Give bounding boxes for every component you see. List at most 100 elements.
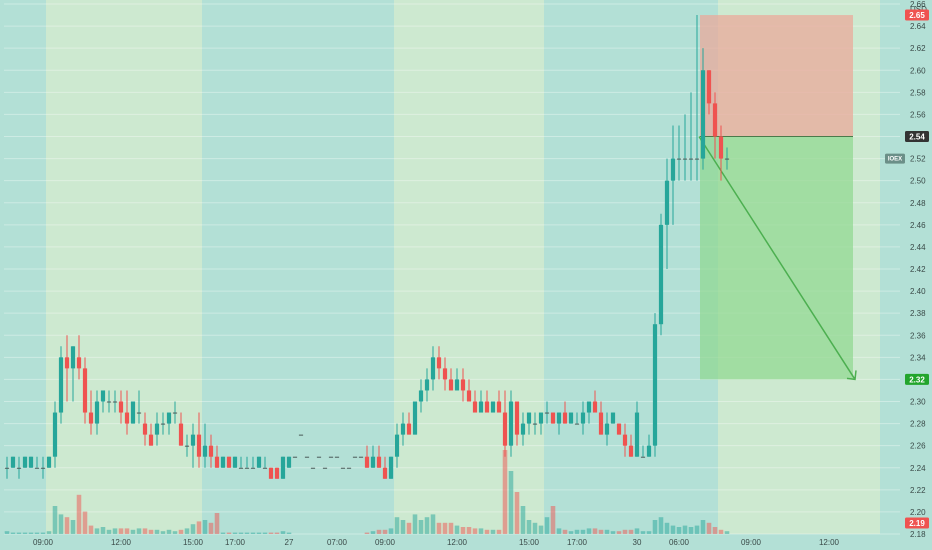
candle[interactable] bbox=[508, 390, 514, 457]
candle[interactable] bbox=[664, 158, 670, 269]
candle[interactable] bbox=[706, 70, 712, 115]
candle[interactable] bbox=[670, 125, 676, 225]
candle[interactable] bbox=[658, 213, 664, 336]
candle[interactable] bbox=[712, 92, 718, 159]
candle[interactable] bbox=[526, 412, 532, 435]
candle[interactable] bbox=[76, 335, 82, 380]
candle[interactable] bbox=[478, 390, 484, 413]
candle[interactable] bbox=[544, 401, 550, 424]
candle[interactable] bbox=[34, 456, 40, 469]
candle[interactable] bbox=[280, 456, 286, 479]
price-candles[interactable] bbox=[4, 15, 730, 479]
candle[interactable] bbox=[448, 368, 454, 391]
candle[interactable] bbox=[616, 423, 622, 435]
candle[interactable] bbox=[94, 390, 100, 435]
candle[interactable] bbox=[466, 379, 472, 402]
candle[interactable] bbox=[634, 401, 640, 457]
candle[interactable] bbox=[418, 379, 424, 413]
candle[interactable] bbox=[22, 456, 28, 468]
candle[interactable] bbox=[268, 467, 274, 479]
time-axis[interactable]: 09:00 12:00 15:00 17:00 27 07:00 09:00 12:00 15:… bbox=[33, 538, 840, 547]
candle[interactable] bbox=[562, 401, 568, 424]
candle[interactable] bbox=[688, 92, 694, 181]
candle[interactable] bbox=[340, 467, 346, 469]
candle[interactable] bbox=[724, 147, 730, 170]
candle[interactable] bbox=[310, 467, 316, 469]
candle[interactable] bbox=[148, 423, 154, 446]
candle[interactable] bbox=[592, 390, 598, 413]
candle[interactable] bbox=[676, 125, 682, 181]
candle[interactable] bbox=[52, 401, 58, 468]
candle[interactable] bbox=[40, 456, 46, 479]
candle[interactable] bbox=[292, 456, 298, 458]
candle[interactable] bbox=[682, 114, 688, 181]
candle[interactable] bbox=[502, 390, 508, 457]
candle[interactable] bbox=[442, 357, 448, 391]
candle[interactable] bbox=[472, 390, 478, 413]
candle[interactable] bbox=[304, 456, 310, 458]
candle[interactable] bbox=[208, 434, 214, 468]
candle[interactable] bbox=[352, 456, 358, 458]
candle[interactable] bbox=[226, 456, 232, 468]
candle[interactable] bbox=[262, 456, 268, 469]
candle[interactable] bbox=[496, 390, 502, 413]
candle[interactable] bbox=[64, 335, 70, 402]
candle[interactable] bbox=[358, 456, 364, 458]
candle[interactable] bbox=[436, 346, 442, 380]
candle[interactable] bbox=[4, 456, 10, 479]
candle[interactable] bbox=[160, 412, 166, 435]
risk-zone[interactable] bbox=[700, 15, 853, 137]
candle[interactable] bbox=[580, 401, 586, 435]
candle[interactable] bbox=[244, 456, 250, 469]
candle[interactable] bbox=[604, 412, 610, 446]
candle[interactable] bbox=[400, 412, 406, 446]
candle[interactable] bbox=[250, 456, 256, 469]
candle[interactable] bbox=[586, 401, 592, 424]
candle[interactable] bbox=[382, 456, 388, 479]
candle[interactable] bbox=[694, 15, 700, 181]
candle[interactable] bbox=[136, 390, 142, 424]
candle[interactable] bbox=[316, 456, 322, 458]
candle[interactable] bbox=[28, 456, 34, 468]
candle[interactable] bbox=[88, 390, 94, 435]
candle[interactable] bbox=[610, 412, 616, 424]
candle[interactable] bbox=[514, 401, 520, 446]
candle[interactable] bbox=[202, 423, 208, 468]
candle[interactable] bbox=[622, 423, 628, 457]
candle[interactable] bbox=[58, 346, 64, 424]
candle[interactable] bbox=[574, 412, 580, 425]
candle[interactable] bbox=[640, 445, 646, 458]
candle[interactable] bbox=[196, 412, 202, 468]
candle[interactable] bbox=[130, 401, 136, 424]
candle[interactable] bbox=[220, 456, 226, 468]
candle[interactable] bbox=[460, 368, 466, 402]
candle[interactable] bbox=[286, 456, 292, 468]
candle[interactable] bbox=[178, 412, 184, 446]
candle[interactable] bbox=[454, 368, 460, 391]
candle[interactable] bbox=[646, 434, 652, 457]
candle[interactable] bbox=[106, 390, 112, 413]
candle[interactable] bbox=[172, 401, 178, 424]
symbol-badge[interactable]: IOEX bbox=[885, 153, 905, 164]
candle[interactable] bbox=[406, 412, 412, 435]
candle[interactable] bbox=[118, 390, 124, 424]
candle[interactable] bbox=[124, 390, 130, 435]
candle[interactable] bbox=[394, 423, 400, 468]
candle[interactable] bbox=[430, 346, 436, 391]
candle[interactable] bbox=[298, 434, 304, 436]
short-position-tool[interactable] bbox=[698, 15, 857, 381]
candle[interactable] bbox=[256, 456, 262, 468]
candle[interactable] bbox=[112, 390, 118, 413]
candle[interactable] bbox=[184, 434, 190, 457]
candle[interactable] bbox=[718, 125, 724, 181]
candle[interactable] bbox=[376, 445, 382, 468]
price-axis[interactable]: USD 2.66 2.64 2.62 2.60 2.58 2.56 2.54 2.52 2.50… bbox=[910, 0, 927, 539]
candle[interactable] bbox=[322, 467, 328, 469]
candle[interactable] bbox=[100, 390, 106, 413]
candle[interactable] bbox=[214, 445, 220, 468]
candle[interactable] bbox=[556, 412, 562, 435]
candle[interactable] bbox=[364, 445, 370, 468]
candle[interactable] bbox=[490, 401, 496, 413]
